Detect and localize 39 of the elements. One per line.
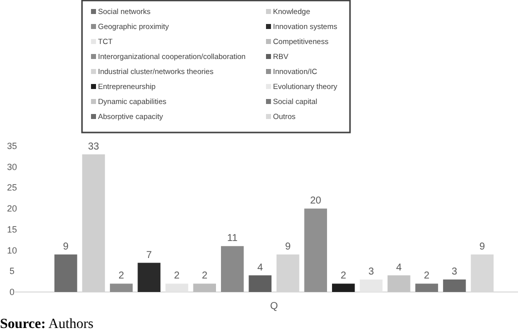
bar [193, 284, 216, 292]
bar [165, 284, 188, 292]
data-label: 3 [368, 266, 374, 278]
y-tick-label: 0 [9, 287, 15, 297]
data-label: 20 [310, 196, 322, 207]
data-label: 2 [202, 270, 208, 282]
data-label: 7 [146, 250, 152, 261]
y-tick-label: 20 [6, 204, 18, 214]
data-label: 11 [227, 233, 238, 244]
bar [388, 275, 410, 292]
y-tick-label: 5 [9, 266, 15, 276]
data-label: 2 [340, 270, 347, 282]
data-label: 9 [479, 241, 486, 252]
y-tick-label: 15 [6, 224, 18, 234]
y-tick-label: 30 [6, 162, 18, 172]
y-tick-label: 35 [6, 141, 18, 151]
data-label: 2 [424, 270, 430, 282]
data-label: 33 [88, 141, 100, 152]
bar [360, 279, 383, 292]
bar [332, 284, 355, 292]
data-label: 4 [396, 262, 402, 274]
bar [443, 279, 466, 292]
bar [304, 208, 328, 292]
data-label: 2 [174, 270, 180, 282]
y-tick-label: 25 [6, 182, 18, 193]
y-tick-label: 10 [6, 245, 18, 256]
bar [248, 275, 272, 292]
source-note: Source: Authors [0, 317, 94, 332]
data-label: 9 [63, 241, 69, 252]
data-label: 4 [257, 262, 264, 274]
bar [220, 246, 244, 292]
data-label: 3 [452, 266, 458, 278]
bar [110, 284, 133, 292]
data-label: 2 [118, 270, 125, 282]
bar [138, 262, 160, 292]
data-label: 9 [285, 241, 292, 252]
bar [415, 284, 438, 292]
bar [54, 254, 78, 292]
x-tick-label: Q [270, 301, 278, 312]
